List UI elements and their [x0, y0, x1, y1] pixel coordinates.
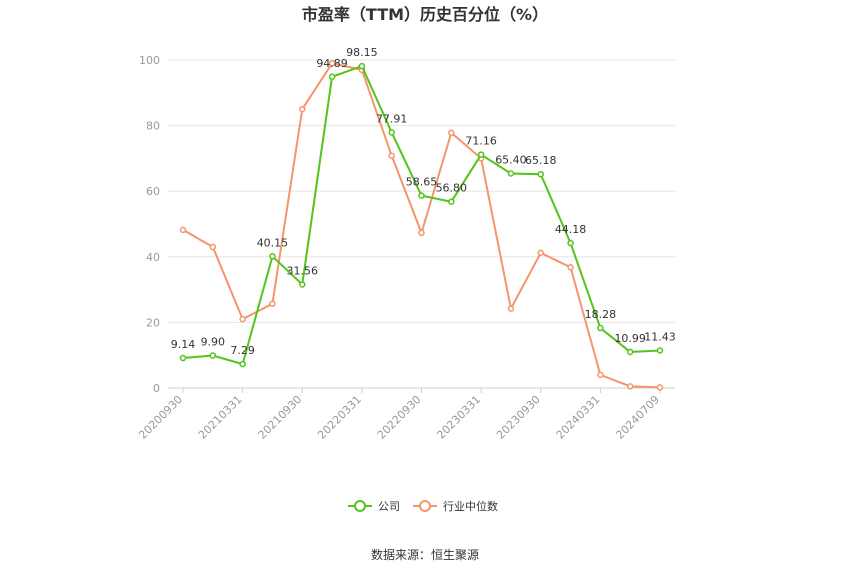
data-point	[179, 226, 187, 234]
legend-label: 公司	[378, 500, 400, 513]
data-point	[567, 239, 574, 247]
data-point	[328, 60, 336, 67]
data-label: 9.90	[201, 336, 226, 349]
data-point	[269, 253, 276, 260]
x-tick-label: 20240331	[554, 393, 603, 442]
data-point	[388, 129, 395, 136]
data-label: 18.28	[585, 308, 617, 321]
data-label: 9.14	[171, 338, 196, 351]
data-point	[328, 73, 336, 81]
data-point	[626, 383, 634, 390]
data-point	[597, 371, 604, 379]
data-point	[358, 62, 366, 70]
x-tick-label: 20220930	[375, 393, 424, 442]
data-point	[507, 305, 515, 312]
legend-label: 行业中位数	[443, 499, 498, 513]
y-tick-label: 0	[153, 382, 160, 395]
data-point	[537, 249, 544, 257]
data-label: 10.99	[614, 332, 646, 345]
data-label: 44.18	[555, 223, 587, 236]
data-point	[448, 198, 455, 205]
data-label: 31.56	[287, 264, 319, 277]
x-tick-label: 20220331	[315, 393, 364, 442]
data-point	[418, 192, 425, 199]
legend-marker	[354, 500, 366, 512]
data-label: 11.43	[644, 331, 676, 344]
y-tick-label: 60	[146, 185, 160, 198]
legend[interactable]: 公司 行业中位数	[348, 499, 498, 513]
data-point	[537, 170, 544, 178]
y-tick-label: 20	[146, 316, 160, 329]
data-point	[209, 352, 217, 359]
data-point	[269, 300, 276, 307]
chart-title: 市盈率（TTM）历史百分位（%）	[302, 5, 548, 24]
data-point	[597, 324, 604, 332]
data-point	[299, 105, 306, 113]
data-point	[239, 315, 246, 323]
data-point	[626, 348, 634, 356]
data-label: 7.29	[230, 344, 255, 357]
data-point	[656, 384, 664, 391]
source-note: 数据来源：恒生聚源	[371, 547, 479, 562]
data-point	[567, 264, 574, 271]
legend-item-company[interactable]: 公司	[348, 500, 400, 513]
data-point	[448, 129, 455, 137]
x-tick-label: 20210930	[256, 393, 305, 442]
legend-item-industry[interactable]: 行业中位数	[413, 499, 498, 513]
x-tick-label: 20240709	[613, 393, 662, 442]
data-label: 94.89	[316, 57, 348, 70]
data-point	[179, 354, 187, 362]
data-point	[299, 281, 306, 288]
series-lines	[179, 60, 664, 391]
y-tick-label: 40	[146, 251, 160, 264]
x-tick-label: 20230331	[434, 393, 483, 442]
data-point	[477, 151, 485, 158]
y-tick-label: 100	[139, 54, 160, 67]
data-label: 58.65	[406, 176, 438, 189]
x-tick-label: 20230930	[494, 393, 543, 442]
data-label: 98.15	[346, 46, 378, 59]
data-label: 40.15	[257, 236, 289, 249]
y-tick-label: 80	[146, 120, 160, 133]
x-tick-label: 20210331	[196, 393, 245, 442]
x-tick-label: 20200930	[136, 393, 185, 442]
data-point	[656, 347, 664, 354]
data-label: 71.16	[465, 135, 497, 148]
data-label: 65.40	[495, 153, 527, 166]
data-point	[388, 152, 395, 160]
series-line-industry	[182, 62, 661, 389]
data-label: 56.80	[436, 182, 468, 195]
data-label: 65.18	[525, 154, 557, 167]
data-point	[507, 170, 515, 177]
legend-marker	[419, 500, 431, 512]
data-label: 77.91	[376, 112, 408, 125]
data-point	[209, 243, 217, 251]
grid-lines	[168, 59, 675, 389]
data-point	[239, 360, 246, 368]
data-point	[418, 229, 425, 237]
